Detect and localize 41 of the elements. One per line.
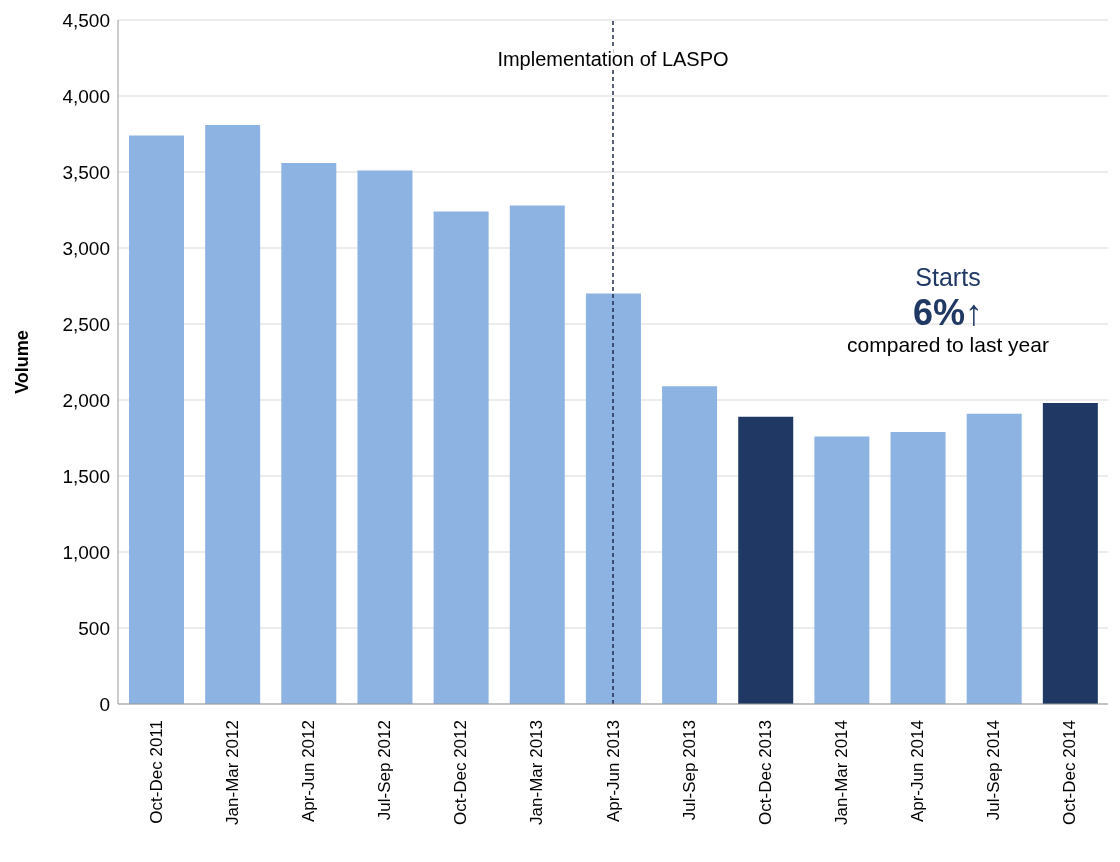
bar [890, 431, 946, 704]
x-tick-label: Apr-Jun 2013 [603, 720, 623, 823]
x-tick-label: Jul-Sep 2012 [375, 720, 395, 821]
bar [357, 170, 413, 704]
y-axis-title: Volume [12, 330, 33, 394]
x-tick-label: Apr-Jun 2012 [298, 720, 318, 823]
x-tick-label: Jul-Sep 2014 [984, 720, 1004, 821]
y-tick-label: 4,000 [62, 85, 110, 107]
x-tick-label: Jan-Mar 2013 [527, 720, 547, 825]
bar [1042, 403, 1098, 704]
y-tick-label: 4,500 [62, 9, 110, 31]
x-tick-label: Oct-Dec 2014 [1060, 720, 1080, 825]
y-tick-label: 0 [99, 693, 110, 715]
x-tick-label: Jan-Mar 2012 [222, 720, 242, 825]
bar [205, 124, 261, 704]
x-tick-label: Oct-Dec 2011 [146, 720, 166, 824]
x-tick-label: Apr-Jun 2014 [908, 720, 928, 823]
y-tick-label: 2,500 [62, 313, 110, 335]
y-tick-label: 500 [78, 617, 110, 639]
bar [281, 162, 337, 704]
y-tick-label: 1,500 [62, 465, 110, 487]
bar [814, 436, 870, 704]
annotation: compared to last year [846, 333, 1050, 358]
x-tick-label: Oct-Dec 2013 [755, 720, 775, 825]
y-tick-label: 1,000 [62, 541, 110, 563]
bar [509, 205, 565, 704]
x-tick-label: Jan-Mar 2014 [831, 720, 851, 825]
annotation: 6%↑ [912, 291, 984, 334]
bar [662, 386, 718, 704]
annotation: Starts [914, 263, 982, 292]
y-tick-label: 3,500 [62, 161, 110, 183]
ref-line-label: Implementation of LASPO [497, 48, 729, 71]
x-tick-label: Jul-Sep 2013 [679, 720, 699, 821]
y-tick-label: 2,000 [62, 389, 110, 411]
bar [433, 211, 489, 704]
bar [585, 293, 641, 704]
y-tick-label: 3,000 [62, 237, 110, 259]
bar [738, 416, 794, 704]
bar [129, 135, 184, 704]
x-tick-label: Oct-Dec 2012 [451, 720, 471, 825]
bar [966, 413, 1022, 704]
